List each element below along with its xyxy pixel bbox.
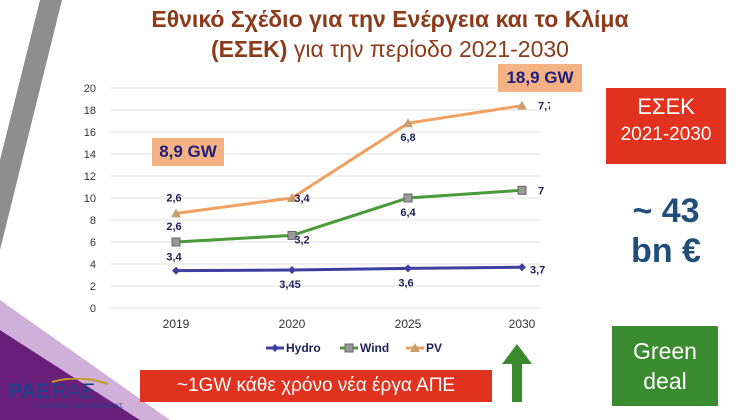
point-hydro	[172, 266, 180, 275]
series-line-wind	[175, 188, 523, 244]
annual-target-banner: ~1GW κάθε χρόνο νέα έργα ΑΠΕ	[140, 370, 492, 402]
data-label-hydro: 3,7	[530, 264, 545, 276]
svg-text:RAE: RAE	[52, 380, 95, 403]
data-label-hydro: 3,6	[398, 277, 413, 289]
x-tick-label: 2025	[395, 317, 422, 331]
chart-series	[171, 100, 527, 275]
green-line-1: Green	[633, 338, 697, 364]
y-tick-label: 14	[84, 149, 96, 161]
legend-label-pv: PV	[426, 341, 442, 355]
green-line-2: deal	[643, 368, 687, 394]
y-axis-ticks: 0 2 4 6 8 10 12 14 16 18 20	[84, 83, 96, 315]
x-tick-label: 2020	[279, 317, 306, 331]
callout-2030-total: 18,9 GW	[498, 64, 582, 92]
data-label-pv: 7,7	[538, 101, 550, 113]
data-label-pv: 3,4	[294, 193, 310, 205]
y-tick-label: 20	[84, 83, 96, 95]
y-tick-label: 4	[90, 259, 96, 271]
title-acronym: (ΕΣΕΚ)	[211, 36, 288, 62]
data-label-hydro: 3,4	[166, 252, 182, 264]
chart-grid	[110, 87, 540, 309]
series-line-pv	[175, 104, 523, 215]
point-wind	[403, 193, 413, 203]
legend-marker-pv	[410, 343, 420, 352]
y-tick-label: 0	[90, 303, 96, 315]
data-label-pv: 6,8	[400, 132, 415, 144]
legend-label-hydro: Hydro	[286, 341, 321, 355]
data-label-wind: 3,2	[294, 234, 309, 246]
title-line-1: Εθνικό Σχέδιο για την Ενέργεια και το Κλ…	[151, 6, 629, 32]
x-tick-label: 2019	[163, 317, 190, 331]
cost-unit: bn €	[631, 232, 701, 270]
point-pv	[517, 100, 527, 110]
point-pv	[403, 118, 413, 128]
data-label-wind: 2,6	[166, 221, 181, 233]
legend-marker-hydro	[271, 344, 279, 352]
point-pv	[171, 208, 181, 218]
point-pv	[287, 193, 297, 202]
callout-2019-total: 8,9 GW	[152, 138, 224, 166]
data-label-hydro: 3,45	[279, 279, 300, 291]
point-hydro	[518, 263, 526, 272]
esek-label: ΕΣΕΚ	[637, 94, 695, 119]
point-wind	[287, 230, 297, 240]
title-line-2: (ΕΣΕΚ) για την περίοδο 2021-2030	[120, 34, 660, 64]
data-label-wind: 7	[538, 185, 544, 197]
slide-title: Εθνικό Σχέδιο για την Ενέργεια και το Κλ…	[120, 4, 660, 64]
legend-marker-wind	[344, 343, 354, 353]
data-label-wind: 6,4	[400, 207, 416, 219]
series-line-hydro	[175, 265, 523, 273]
point-hydro	[404, 264, 412, 273]
esek-box: ΕΣΕΚ 2021-2030	[606, 88, 726, 164]
rae-logo-subtitle: ΡΥΘΜΙΣΤΙΚΗ ΑΡΧΗ ΕΝΕΡΓΕΙΑΣ	[34, 404, 123, 410]
cost-amount: ~ 43	[632, 192, 700, 230]
point-wind	[171, 237, 181, 247]
point-hydro	[288, 266, 296, 275]
y-tick-label: 16	[84, 127, 96, 139]
svg-text:ΡΑΕ: ΡΑΕ	[8, 380, 50, 403]
investment-cost: ~ 43 bn €	[606, 192, 726, 272]
up-arrow-icon	[502, 344, 532, 402]
y-tick-label: 6	[90, 237, 96, 249]
data-labels: 3,4 3,45 3,6 3,7 2,6 3,2 6,4 7 2,6 3,4 6,8 7,7	[166, 101, 550, 291]
esek-period: 2021-2030	[620, 124, 712, 145]
point-wind	[517, 185, 527, 195]
chart-legend: Hydro Wind PV	[266, 341, 442, 355]
rae-logo: ΡΑΕ RAE ΡΥΘΜΙΣΤΙΚΗ ΑΡΧΗ ΕΝΕΡΓΕΙΑΣ	[8, 378, 123, 418]
data-label-pv: 2,6	[166, 192, 181, 204]
y-tick-label: 2	[90, 281, 96, 293]
y-tick-label: 18	[84, 105, 96, 117]
green-deal-box: Green deal	[612, 326, 718, 406]
legend-label-wind: Wind	[360, 341, 389, 355]
x-axis-ticks: 2019 2020 2025 2030	[163, 317, 536, 331]
y-tick-label: 12	[84, 171, 96, 183]
y-tick-label: 8	[90, 215, 96, 227]
rae-logo-graphic: ΡΑΕ RAE	[8, 378, 109, 403]
title-period: για την περίοδο 2021-2030	[287, 36, 569, 62]
x-tick-label: 2030	[509, 317, 536, 331]
y-tick-label: 10	[84, 193, 96, 205]
